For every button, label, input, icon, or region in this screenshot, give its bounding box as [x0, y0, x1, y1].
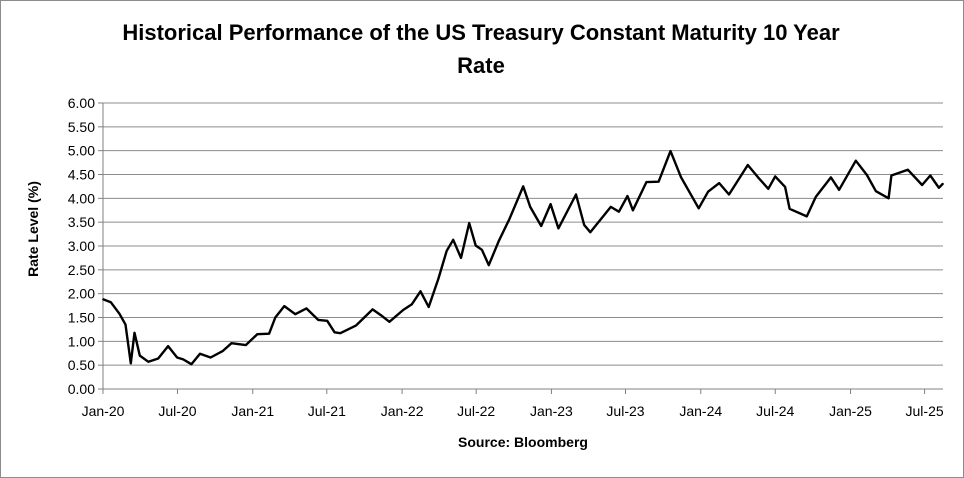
y-tick-label: 0.00 — [68, 381, 95, 397]
x-tick-label: Jul-24 — [756, 403, 794, 419]
x-tick-label: Jul-22 — [457, 403, 495, 419]
y-tick-label: 6.00 — [68, 95, 95, 111]
chart-title-line-2: Rate — [457, 53, 505, 78]
y-axis-ticks: 0.00 0.50 1.00 1.50 2.00 2.50 3.00 3.50 4.00 4.50… — [68, 95, 103, 397]
y-tick-label: 3.50 — [68, 214, 95, 230]
y-tick-label: 1.00 — [68, 333, 95, 349]
y-tick-label: 4.00 — [68, 190, 95, 206]
y-tick-label: 1.50 — [68, 310, 95, 326]
y-tick-label: 3.00 — [68, 238, 95, 254]
x-tick-label: Jan-20 — [82, 403, 125, 419]
x-tick-label: Jan-21 — [231, 403, 274, 419]
x-tick-label: Jul-25 — [906, 403, 944, 419]
x-tick-label: Jul-23 — [606, 403, 644, 419]
x-tick-label: Jan-23 — [530, 403, 573, 419]
x-axis-ticks: Jan-20 Jul-20 Jan-21 Jul-21 Jan-22 Jul-22 Jan-… — [82, 389, 944, 419]
gridlines — [103, 102, 943, 366]
y-tick-label: 5.00 — [68, 143, 95, 159]
x-tick-label: Jan-25 — [829, 403, 872, 419]
y-tick-label: 2.00 — [68, 286, 95, 302]
chart-title-line-1: Historical Performance of the US Treasur… — [122, 20, 840, 45]
x-tick-label: Jul-21 — [308, 403, 346, 419]
x-tick-label: Jan-22 — [381, 403, 424, 419]
y-tick-label: 2.50 — [68, 262, 95, 278]
x-tick-label: Jul-20 — [158, 403, 196, 419]
y-axis-label: Rate Level (%) — [25, 181, 41, 277]
y-tick-label: 5.50 — [68, 119, 95, 135]
series-line-10y-rate — [102, 149, 944, 366]
x-axis-label: Source: Bloomberg — [458, 434, 588, 450]
y-tick-label: 4.50 — [68, 167, 95, 183]
y-tick-label: 0.50 — [68, 357, 95, 373]
x-tick-label: Jan-24 — [679, 403, 722, 419]
